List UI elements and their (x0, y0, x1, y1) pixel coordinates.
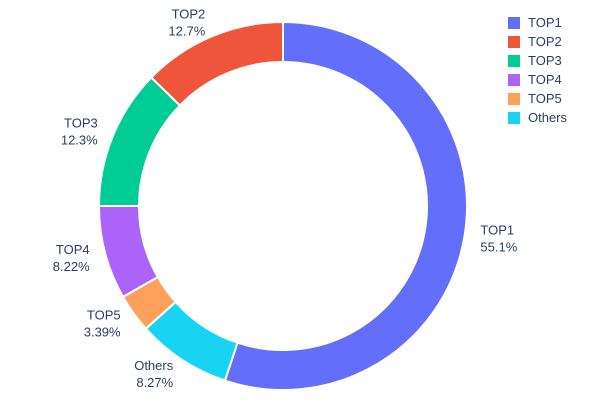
legend-swatch-icon (508, 93, 520, 105)
legend-swatch-icon (508, 74, 520, 86)
slice-others[interactable] (144, 300, 239, 382)
legend-item-top1[interactable]: TOP1 (508, 16, 567, 30)
legend-item-others[interactable]: Others (508, 111, 567, 125)
legend-item-top5[interactable]: TOP5 (508, 92, 567, 106)
legend-swatch-icon (508, 112, 520, 124)
legend-label: Others (528, 110, 568, 125)
legend-label: TOP5 (528, 91, 562, 106)
slice-label-top4: TOP4 8.22% (53, 242, 90, 274)
legend-item-top4[interactable]: TOP4 (508, 73, 567, 87)
legend-label: TOP4 (528, 72, 562, 87)
legend-label: TOP1 (528, 15, 562, 30)
slice-label-others: Others 8.27% (134, 358, 174, 390)
legend-swatch-icon (508, 36, 520, 48)
slice-label-top2: TOP2 12.7% (168, 6, 205, 38)
legend-label: TOP2 (528, 34, 562, 49)
legend: TOP1 TOP2 TOP3 TOP4 TOP5 Others (508, 16, 567, 125)
slice-top3[interactable] (97, 76, 182, 208)
legend-item-top2[interactable]: TOP2 (508, 35, 567, 49)
legend-swatch-icon (508, 17, 520, 29)
legend-swatch-icon (508, 55, 520, 67)
slice-top1[interactable] (223, 20, 468, 391)
legend-item-top3[interactable]: TOP3 (508, 54, 567, 68)
slice-label-top3: TOP3 12.3% (61, 115, 98, 147)
slice-label-top5: TOP5 3.39% (84, 308, 121, 340)
slice-label-top1: TOP1 55.1% (480, 223, 517, 255)
legend-label: TOP3 (528, 53, 562, 68)
